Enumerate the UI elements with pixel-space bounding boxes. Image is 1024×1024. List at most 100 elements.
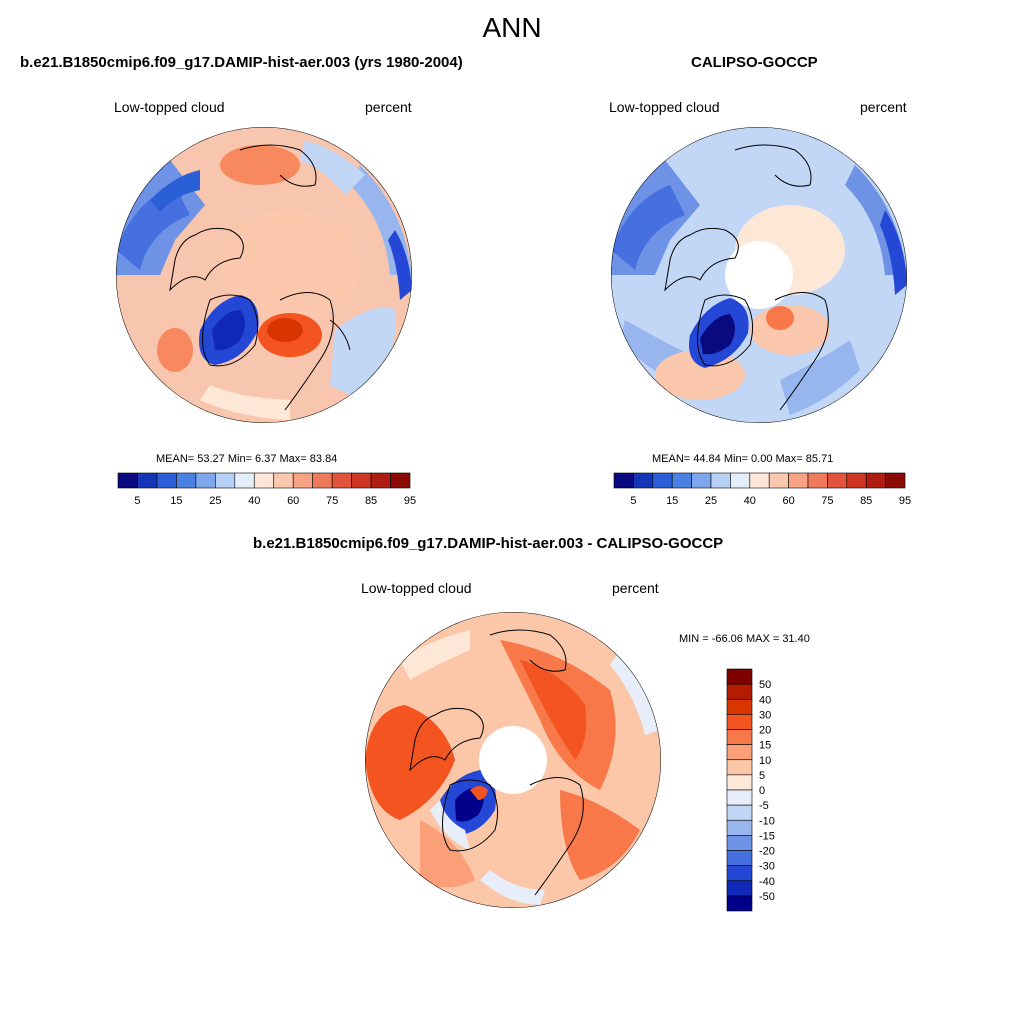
panel2-colorbar-swatch [691,472,712,489]
panel2-colorbar-swatch [768,472,789,489]
panel3-colorbar-swatch [726,880,753,897]
panel3-colorbar-swatch [726,698,753,715]
panel2-colorbar-swatch [885,472,906,489]
panel1-colorbar-tick-label: 75 [326,495,338,507]
panel2-title: CALIPSO-GOCCP [691,54,818,71]
panel1-colorbar-swatch [156,472,177,489]
panel3-colorbar-swatch [726,759,753,776]
panel2-colorbar-swatch [749,472,770,489]
panel3-title: b.e21.B1850cmip6.f09_g17.DAMIP-hist-aer.… [253,535,724,552]
panel3-colorbar-tick-label: 0 [759,785,765,797]
panel3-colorbar-swatch [726,729,753,745]
panel3-colorbar-tick-label: -30 [759,861,775,873]
panel3-colorbar-tick-label: -50 [759,891,775,903]
panel1-colorbar-tick-label: 95 [404,495,416,507]
panel3-colorbar-swatch [726,835,753,851]
panel1-colorbar-swatch [273,472,294,489]
panel3-colorbar-swatch [726,789,753,806]
panel3-colorbar-swatch [726,850,753,866]
panel1-colorbar: 5 15 25 40 60 75 85 95 [117,472,416,507]
panel3-colorbar-swatch [726,774,753,791]
panel2-colorbar-tick-label: 75 [821,495,833,507]
panel3-colorbar-tick-label: 15 [759,740,771,752]
panel1-colorbar-tick-label: 85 [365,495,377,507]
panel2-colorbar-swatch [788,472,809,489]
map-panel1 [116,127,412,423]
panel2-coastlines [664,144,829,411]
panel1-colorbar-swatch [253,472,275,489]
panel1-colorbar-swatch [351,472,372,489]
panel3-stats: MIN = -66.06 MAX = 31.40 [679,633,810,645]
panel3-colorbar-tick-label: 50 [759,679,771,691]
panel3-colorbar-tick-label: -10 [759,815,775,827]
panel3-colorbar-tick-label: -5 [759,800,769,812]
panel2-colorbar-swatch [846,472,867,489]
panel1-variable-label: Low-topped cloud [114,99,225,115]
panel2-colorbar-tick-label: 5 [630,495,636,507]
panel2-colorbar-swatch [710,472,731,489]
panel1-coastlines [169,144,351,411]
panel3-colorbar-tick-label: -15 [759,830,775,842]
panel3-colorbar-tick-label: 40 [759,694,771,706]
panel1-stats: MEAN= 53.27 Min= 6.37 Max= 83.84 [156,453,338,465]
panel1-colorbar-swatch [331,472,352,489]
panel1-colorbar-tick-label: 5 [134,495,140,507]
panel3-colorbar-tick-label: 5 [759,770,765,782]
panel2-colorbar-swatch [633,472,654,489]
panel2-stats: MEAN= 44.84 Min= 0.00 Max= 85.71 [652,453,834,465]
panel3-colorbar-tick-label: 10 [759,755,771,767]
panel2-colorbar-tick-label: 60 [782,495,794,507]
map-panel2 [611,127,907,423]
panel3-colorbar-swatch [726,804,753,821]
panel1-colorbar-swatch [390,472,411,489]
panel3-coastlines [409,629,584,896]
panel2-colorbar-tick-label: 85 [860,495,872,507]
panel2-colorbar-swatch [807,472,828,489]
panel2-colorbar-swatch [613,472,634,489]
panel1-colorbar-swatch [234,472,255,489]
panel3-colorbar-swatch [726,668,753,685]
panel3-colorbar-swatch [726,865,753,882]
panel2-units-label: percent [860,99,907,115]
panel2-colorbar-swatch [730,472,751,489]
map-panel3 [365,612,661,908]
panel2-colorbar-swatch [827,472,848,489]
panel3-colorbar-tick-label: -40 [759,876,775,888]
panel1-colorbar-swatch [137,472,158,489]
panel2-colorbar-tick-label: 95 [899,495,911,507]
panel2-colorbar-tick-label: 15 [666,495,678,507]
panel2-colorbar-swatch [865,472,886,489]
panel3-colorbar-swatch [726,683,753,700]
panel1-colorbar-tick-label: 40 [248,495,260,507]
panel1-colorbar-tick-label: 25 [209,495,221,507]
panel1-colorbar-swatch [117,472,138,489]
panel2-colorbar-swatch [671,472,692,489]
panel1-colorbar-swatch [195,472,216,489]
panel1-colorbar-swatch [176,472,197,489]
page-title: ANN [482,12,542,43]
panel3-colorbar-swatch [726,895,753,912]
panel2-colorbar-swatch [652,472,673,489]
panel1-colorbar-tick-label: 60 [287,495,299,507]
panel3-variable-label: Low-topped cloud [361,580,472,596]
panel1-units-label: percent [365,99,412,115]
panel1-colorbar-tick-label: 15 [170,495,182,507]
panel3-colorbar-tick-label: 20 [759,725,771,737]
panel1-colorbar-swatch [215,472,236,489]
panel2-colorbar-tick-label: 40 [744,495,756,507]
panel2-colorbar: 5 15 25 40 60 75 85 95 [613,472,911,507]
panel3-colorbar-swatch [726,819,753,836]
panel2-colorbar-tick-label: 25 [705,495,717,507]
panel3-colorbar-tick-label: -20 [759,846,775,858]
panel1-colorbar-swatch [312,472,333,489]
panel3-units-label: percent [612,580,659,596]
panel1-colorbar-swatch [292,472,313,489]
panel1-colorbar-swatch [370,472,391,489]
panel3-colorbar-swatch [726,744,753,761]
panel3-colorbar-swatch [726,714,753,730]
panel1-title: b.e21.B1850cmip6.f09_g17.DAMIP-hist-aer.… [20,54,463,71]
panel2-variable-label: Low-topped cloud [609,99,720,115]
panel3-colorbar-tick-label: 30 [759,709,771,721]
